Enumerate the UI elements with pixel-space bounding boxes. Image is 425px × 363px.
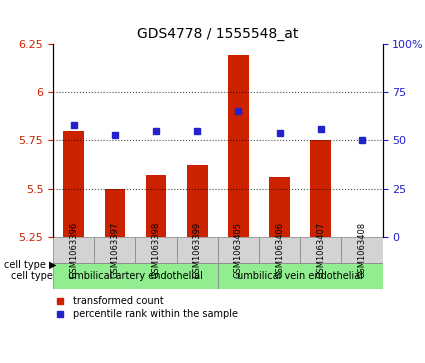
- Text: GSM1063405: GSM1063405: [234, 222, 243, 278]
- FancyBboxPatch shape: [341, 237, 382, 263]
- Text: umbilical vein endothelial: umbilical vein endothelial: [237, 271, 363, 281]
- Text: GSM1063398: GSM1063398: [152, 222, 161, 278]
- Bar: [269, 177, 290, 237]
- FancyBboxPatch shape: [177, 237, 218, 263]
- FancyBboxPatch shape: [136, 237, 177, 263]
- FancyBboxPatch shape: [53, 263, 218, 289]
- Text: GSM1063407: GSM1063407: [316, 222, 325, 278]
- FancyBboxPatch shape: [218, 263, 382, 289]
- Text: GSM1063397: GSM1063397: [110, 222, 119, 278]
- Title: GDS4778 / 1555548_at: GDS4778 / 1555548_at: [137, 27, 298, 41]
- Bar: [146, 175, 166, 237]
- Text: GSM1063396: GSM1063396: [69, 222, 78, 278]
- FancyBboxPatch shape: [218, 237, 259, 263]
- Bar: [187, 166, 207, 237]
- Bar: [310, 140, 331, 237]
- Bar: [105, 189, 125, 237]
- Text: umbilical artery endothelial: umbilical artery endothelial: [68, 271, 203, 281]
- Text: cell type: cell type: [11, 271, 53, 281]
- Text: GSM1063408: GSM1063408: [357, 222, 366, 278]
- Text: cell type ▶: cell type ▶: [4, 260, 57, 270]
- Bar: [63, 131, 84, 237]
- Bar: [228, 55, 249, 237]
- Text: GSM1063399: GSM1063399: [193, 222, 202, 278]
- Text: percentile rank within the sample: percentile rank within the sample: [73, 310, 238, 319]
- FancyBboxPatch shape: [94, 237, 136, 263]
- FancyBboxPatch shape: [300, 237, 341, 263]
- FancyBboxPatch shape: [53, 237, 94, 263]
- Text: transformed count: transformed count: [73, 296, 164, 306]
- FancyBboxPatch shape: [259, 237, 300, 263]
- Text: GSM1063406: GSM1063406: [275, 222, 284, 278]
